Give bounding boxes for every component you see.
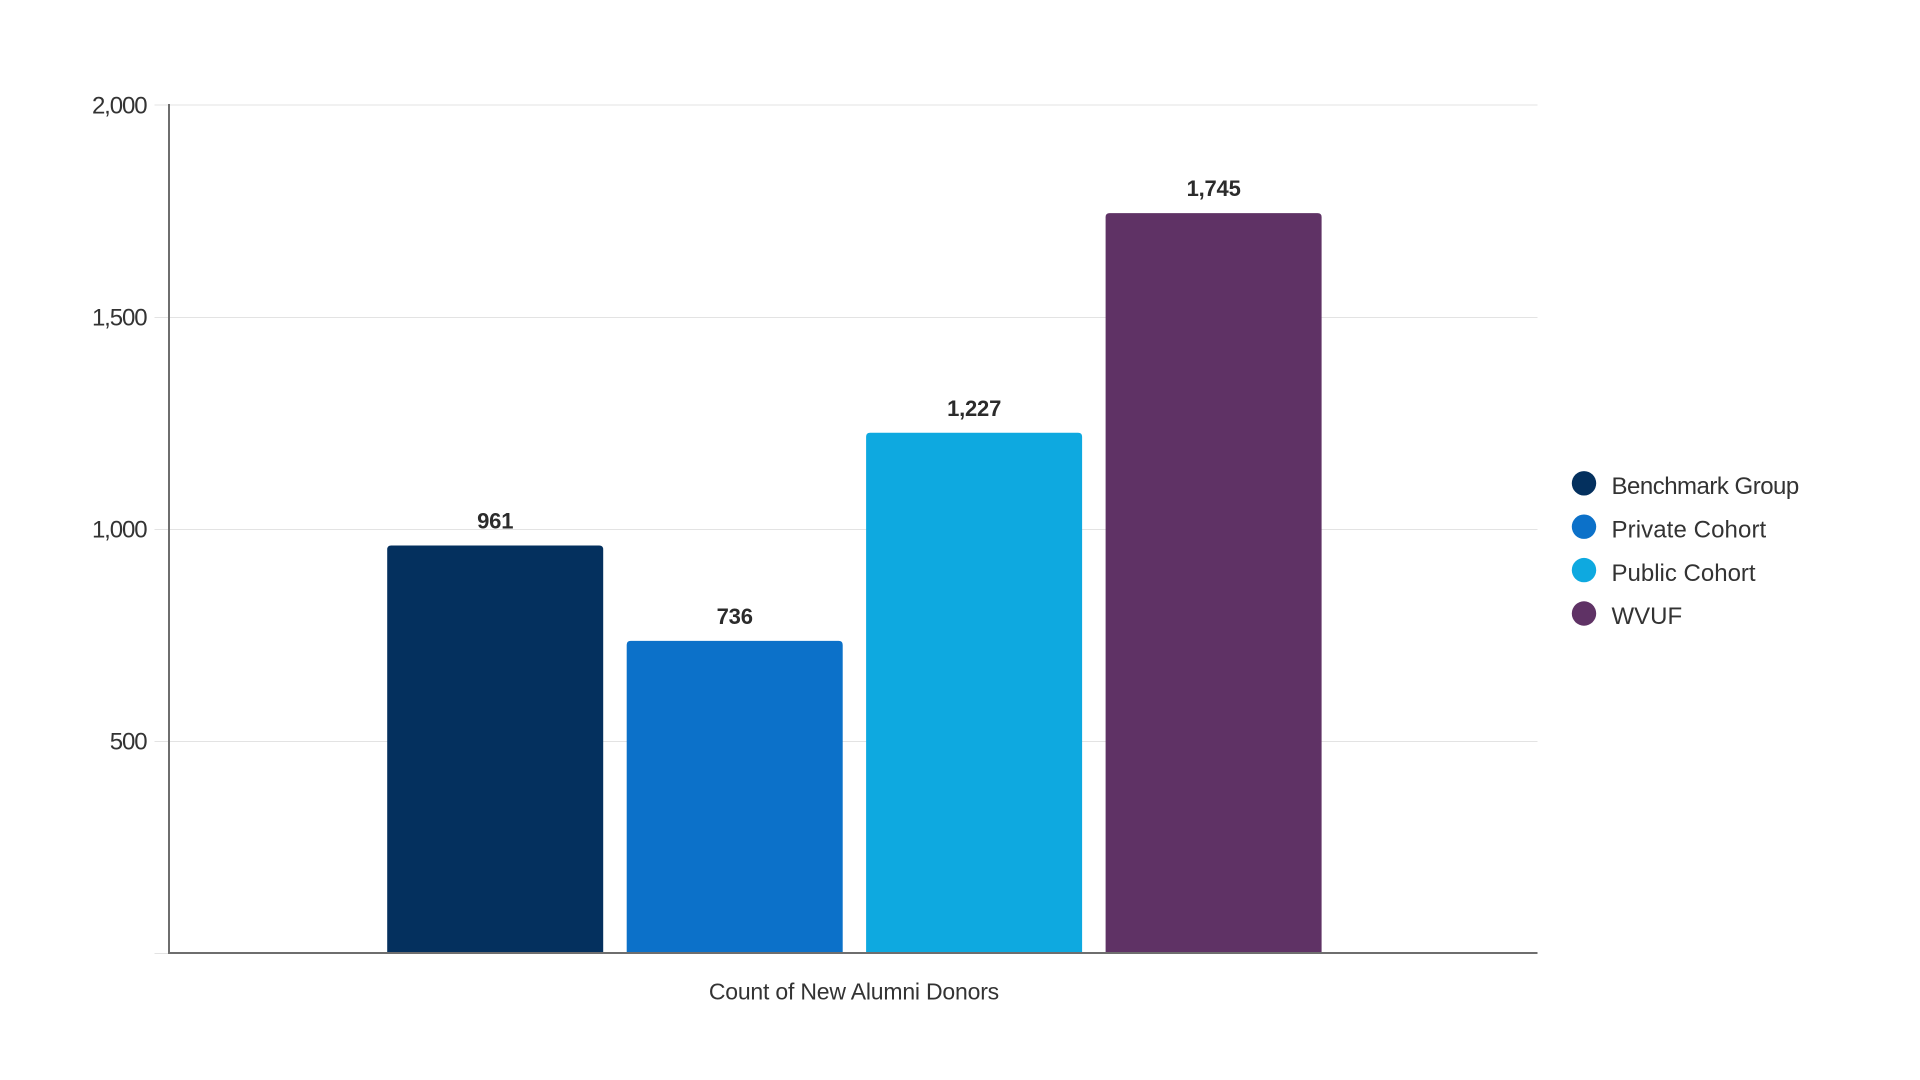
svg-text:2,000: 2,000 xyxy=(92,93,147,120)
svg-text:1,227: 1,227 xyxy=(947,396,1001,421)
svg-text:1,000: 1,000 xyxy=(92,517,147,544)
svg-text:500: 500 xyxy=(110,729,147,756)
svg-text:1,745: 1,745 xyxy=(1187,176,1241,201)
svg-text:Count of New Alumni Donors: Count of New Alumni Donors xyxy=(709,979,999,1005)
svg-text:Benchmark Group: Benchmark Group xyxy=(1612,473,1799,500)
svg-text:Private Cohort: Private Cohort xyxy=(1612,516,1767,543)
svg-text:Public Cohort: Public Cohort xyxy=(1612,560,1756,587)
svg-text:1,500: 1,500 xyxy=(92,305,147,332)
svg-text:WVUF: WVUF xyxy=(1612,603,1683,630)
svg-text:736: 736 xyxy=(717,604,753,629)
svg-text:961: 961 xyxy=(477,509,513,534)
